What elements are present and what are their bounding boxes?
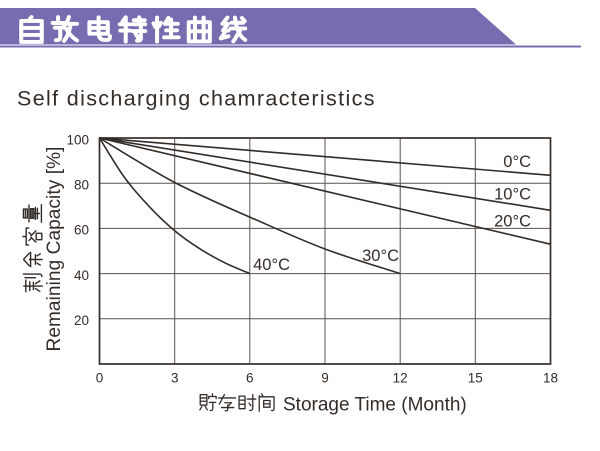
svg-text:40: 40 [74, 268, 89, 283]
svg-text:100: 100 [66, 132, 89, 147]
svg-text:0: 0 [96, 371, 104, 386]
svg-text:80: 80 [74, 178, 89, 193]
svg-text:20: 20 [74, 313, 89, 328]
svg-text:6: 6 [246, 371, 254, 386]
svg-text:3: 3 [171, 371, 179, 386]
svg-text:18: 18 [543, 371, 558, 386]
svg-text:0°C: 0°C [503, 153, 531, 171]
svg-text:Self discharging chamracterist: Self discharging chamracteristics [17, 87, 376, 111]
svg-text:Remaining Capacity [%]: Remaining Capacity [%] [44, 147, 65, 352]
svg-text:40°C: 40°C [253, 256, 290, 274]
svg-text:9: 9 [321, 371, 329, 386]
svg-text:Storage Time (Month): Storage Time (Month) [283, 395, 467, 416]
svg-text:12: 12 [393, 371, 408, 386]
svg-text:30°C: 30°C [362, 247, 399, 265]
svg-text:20°C: 20°C [494, 212, 531, 230]
svg-text:60: 60 [74, 223, 89, 238]
svg-text:10°C: 10°C [494, 185, 531, 203]
svg-text:15: 15 [468, 371, 483, 386]
